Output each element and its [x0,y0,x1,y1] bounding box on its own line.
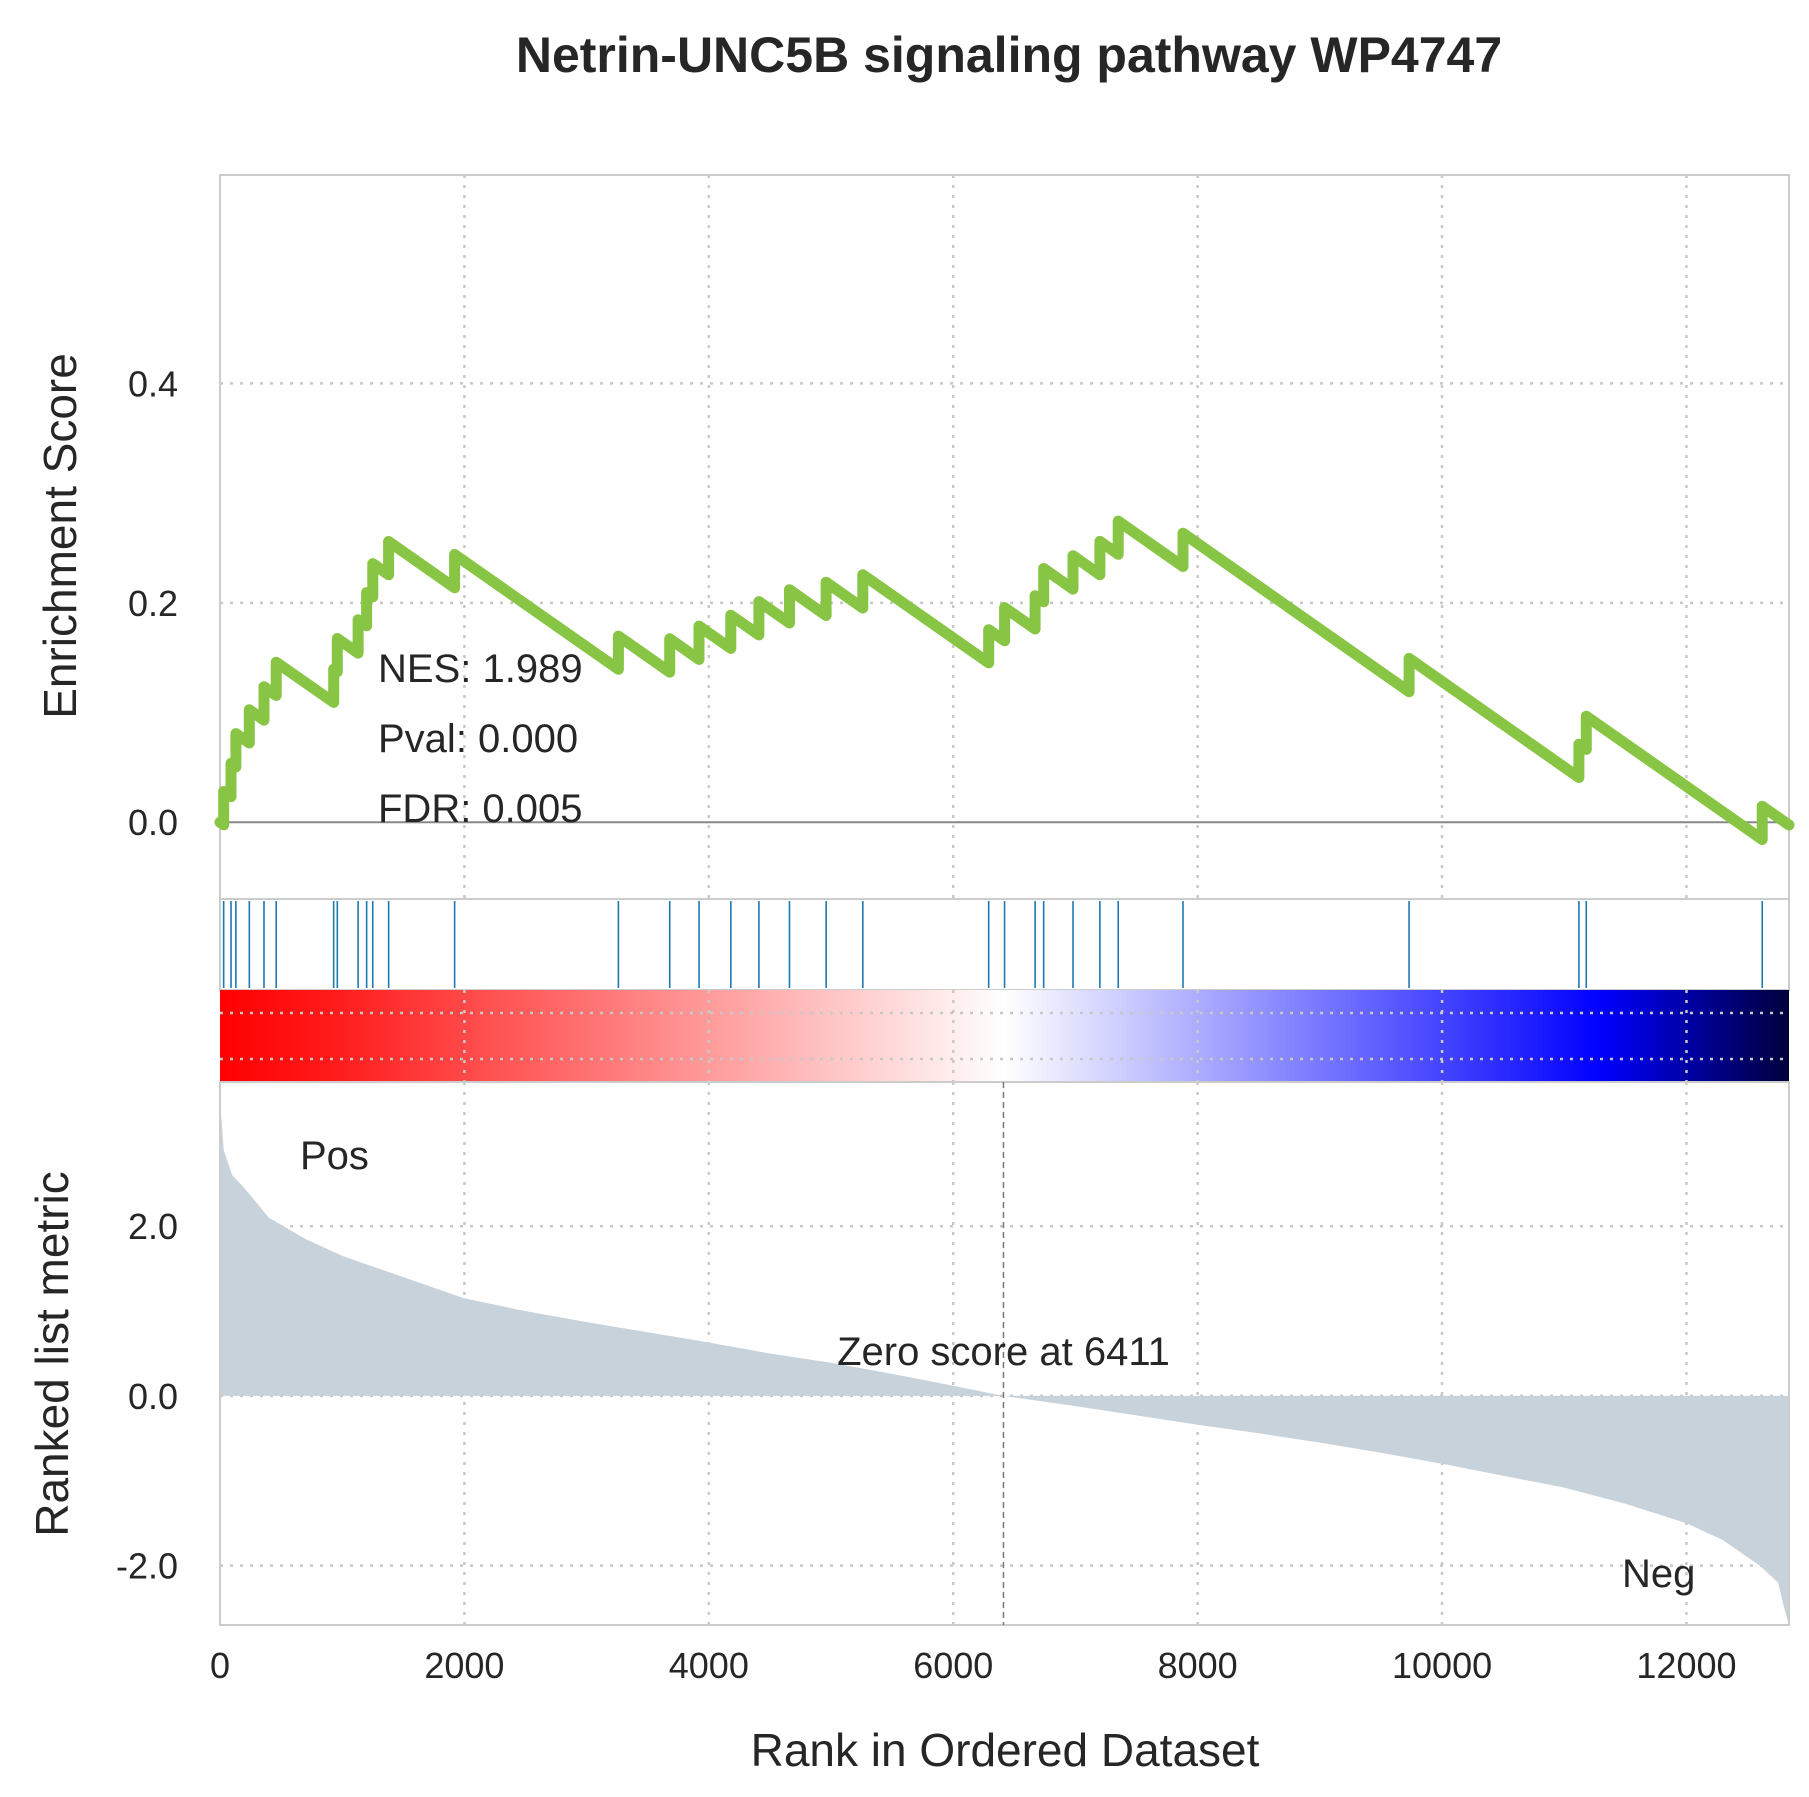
x-axis-label: Rank in Ordered Dataset [751,1724,1260,1776]
colorbar-panel [220,990,1789,1082]
neg-label: Neg [1622,1552,1695,1596]
hits-panel [219,898,1790,991]
es-curve [214,515,1795,845]
x-tick-label: 8000 [1158,1645,1238,1686]
es-line-group [214,515,1795,845]
hit-marks [222,901,1764,988]
x-ticks: 0 2000 4000 6000 8000 10000 12000 [210,1645,1737,1686]
x-tick-label: 12000 [1636,1645,1736,1686]
x-tick-label: 0 [210,1645,230,1686]
nes-label: NES: 1.989 [378,647,583,691]
rank-y-tick-label: 0.0 [128,1376,178,1417]
es-y-tick-label: 0.0 [128,802,178,843]
zero-score-label: Zero score at 6411 [837,1330,1170,1374]
rank-colorbar [220,990,1789,1082]
x-tick-label: 2000 [424,1645,504,1686]
fdr-label: FDR: 0.005 [378,787,583,831]
chart-title: Netrin-UNC5B signaling pathway WP4747 [516,27,1502,83]
rank-frame [219,1081,1790,1626]
es-ylabel: Enrichment Score [34,353,86,719]
rank-y-ticks: 2.0 0.0 -2.0 [116,1206,178,1586]
es-y-tick-label: 0.2 [128,583,178,624]
rank-metric-area [220,1099,1789,1625]
x-tick-label: 4000 [669,1645,749,1686]
colorbar-grid [220,990,1789,1082]
x-tick-label: 6000 [913,1645,993,1686]
x-tick-label: 10000 [1392,1645,1492,1686]
rank-y-tick-label: -2.0 [116,1546,178,1587]
rank-panel: 2.0 0.0 -2.0 Zero score at 6411 Pos Neg Ra… [26,1081,1790,1626]
es-y-ticks: 0.0 0.2 0.4 [128,363,178,843]
pval-label: Pval: 0.000 [378,717,578,761]
rank-y-tick-label: 2.0 [128,1206,178,1247]
es-y-tick-label: 0.4 [128,363,178,404]
pos-label: Pos [300,1134,369,1178]
rank-ylabel: Ranked list metric [26,1171,78,1537]
es-panel: 0.0 0.2 0.4 NES: 1.989 Pval: 0.000 FDR: 0.… [34,174,1795,900]
